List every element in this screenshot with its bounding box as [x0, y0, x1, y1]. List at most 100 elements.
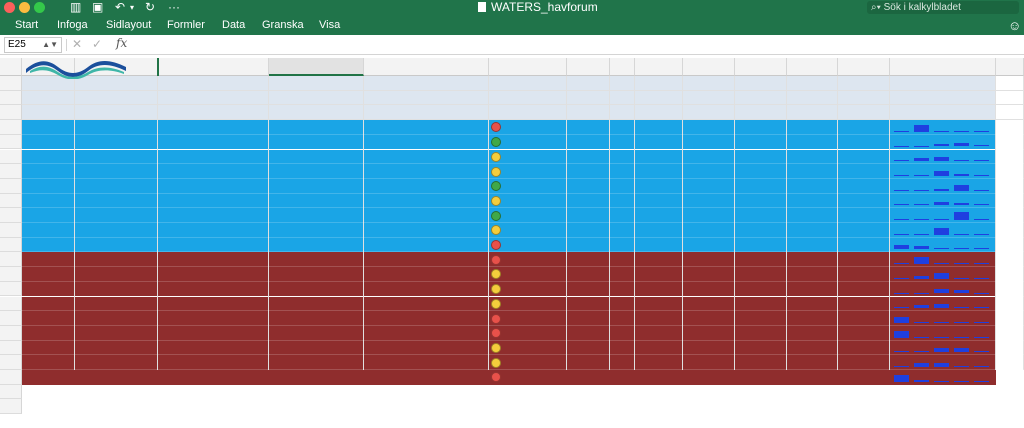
cell-quality-element[interactable] [160, 297, 269, 312]
cell-poor[interactable] [683, 252, 732, 267]
column-header-n[interactable] [838, 58, 890, 76]
cell-status-value[interactable] [503, 355, 565, 370]
column-header-j[interactable] [635, 58, 683, 76]
cell-id[interactable] [22, 267, 73, 282]
cell-high[interactable] [838, 326, 887, 341]
cell-status-value[interactable] [503, 267, 565, 282]
cell-bad[interactable] [635, 282, 680, 297]
cell-high[interactable] [838, 223, 887, 238]
minimize-window-icon[interactable] [19, 2, 30, 13]
cell-status-value[interactable] [503, 223, 565, 238]
cell-good[interactable] [787, 223, 835, 238]
cell-mod[interactable] [735, 326, 784, 341]
cell-quality-element[interactable] [160, 252, 269, 267]
name-box-dropdown-icon[interactable]: ▲▼ [42, 40, 58, 49]
cell-waterbody[interactable] [77, 326, 158, 341]
cell-indicator[interactable] [366, 179, 487, 194]
cell-indicator[interactable] [366, 311, 487, 326]
cell-id[interactable] [22, 297, 73, 312]
cell-id[interactable] [22, 252, 73, 267]
cell-mod[interactable] [735, 282, 784, 297]
cell-bad[interactable] [635, 311, 680, 326]
cell-high[interactable] [838, 282, 887, 297]
cell-good[interactable] [787, 164, 835, 179]
cell-id[interactable] [22, 341, 73, 356]
name-box[interactable]: E25 ▲▼ [4, 37, 62, 53]
cell-indicator[interactable] [366, 326, 487, 341]
cell-indicator[interactable] [366, 267, 487, 282]
cell-id[interactable] [22, 194, 73, 209]
cell-poor[interactable] [683, 135, 732, 150]
cell-high[interactable] [838, 120, 887, 135]
cell-quality-element[interactable] [160, 370, 269, 385]
cell-high[interactable] [838, 341, 887, 356]
cell-high[interactable] [838, 252, 887, 267]
cell-indicator[interactable] [366, 355, 487, 370]
cell-indicator[interactable] [366, 150, 487, 165]
cell-id[interactable] [22, 355, 73, 370]
cell-status-value[interactable] [503, 238, 565, 253]
cell-quality-element[interactable] [160, 179, 269, 194]
cell-quality-element[interactable] [160, 341, 269, 356]
cell-waterbody[interactable] [77, 252, 158, 267]
spreadsheet-grid[interactable] [0, 55, 1024, 428]
cell-waterbody[interactable] [77, 179, 158, 194]
cell-high[interactable] [838, 208, 887, 223]
zoom-window-icon[interactable] [34, 2, 45, 13]
cell-status-value[interactable] [503, 252, 565, 267]
cell-mod[interactable] [735, 150, 784, 165]
cell-high[interactable] [838, 297, 887, 312]
cell-quality-element[interactable] [160, 267, 269, 282]
cell-indicator[interactable] [366, 208, 487, 223]
cell-status-value[interactable] [503, 150, 565, 165]
cell-waterbody[interactable] [77, 370, 158, 385]
row-header[interactable] [0, 208, 22, 223]
cell-poor[interactable] [683, 355, 732, 370]
cell-waterbody[interactable] [77, 297, 158, 312]
cell-id[interactable] [22, 238, 73, 253]
cell-bad[interactable] [635, 370, 680, 385]
cell-quality-element[interactable] [160, 311, 269, 326]
cell-mod[interactable] [735, 341, 784, 356]
cell-waterbody[interactable] [77, 150, 158, 165]
row-header[interactable] [0, 325, 22, 341]
cell-status-value[interactable] [503, 341, 565, 356]
column-header-h[interactable] [567, 58, 610, 76]
insert-function-icon[interactable]: fx [116, 36, 128, 50]
cell-high[interactable] [838, 179, 887, 194]
row-header[interactable] [0, 370, 22, 385]
cell-class[interactable] [569, 326, 612, 341]
column-header-g[interactable] [489, 58, 567, 76]
cell-status-value[interactable] [503, 120, 565, 135]
row-header[interactable] [0, 296, 22, 312]
cell-quality-element[interactable] [160, 326, 269, 341]
cell-indicator[interactable] [366, 223, 487, 238]
cell-good[interactable] [787, 179, 835, 194]
cell-bad[interactable] [635, 355, 680, 370]
cell-waterbody[interactable] [77, 341, 158, 356]
cell-bad[interactable] [635, 150, 680, 165]
cell-waterbody[interactable] [77, 311, 158, 326]
cell-mod[interactable] [735, 311, 784, 326]
cell-poor[interactable] [683, 120, 732, 135]
cell-bad[interactable] [635, 341, 680, 356]
row-header[interactable] [0, 76, 22, 91]
cell-quality-element[interactable] [160, 194, 269, 209]
row-header[interactable] [0, 252, 22, 268]
row-header[interactable] [0, 281, 22, 297]
cell-waterbody[interactable] [77, 355, 158, 370]
cell-bad[interactable] [635, 267, 680, 282]
column-header-k[interactable] [683, 58, 735, 76]
cell-high[interactable] [838, 370, 887, 385]
cell-good[interactable] [787, 341, 835, 356]
cell-status-value[interactable] [503, 179, 565, 194]
cell-indicator[interactable] [366, 282, 487, 297]
column-header-d[interactable] [158, 58, 269, 76]
cell-quality-element[interactable] [160, 238, 269, 253]
cell-status-value[interactable] [503, 282, 565, 297]
cell-poor[interactable] [683, 267, 732, 282]
row-header[interactable] [0, 355, 22, 370]
tab-data[interactable]: Data [222, 19, 246, 31]
cell-mod[interactable] [735, 223, 784, 238]
cell-high[interactable] [838, 135, 887, 150]
